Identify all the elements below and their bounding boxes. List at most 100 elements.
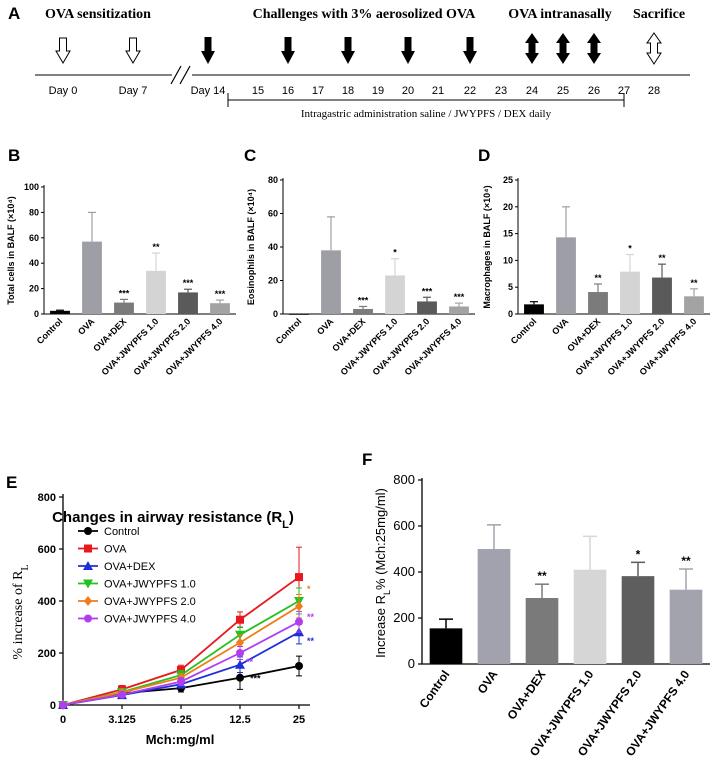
significance-label: **	[658, 253, 666, 263]
significance-label: **	[537, 569, 547, 583]
bar-ova-jwypfs-2-0	[178, 292, 198, 314]
data-point	[295, 601, 303, 612]
significance-label: ***	[358, 295, 369, 305]
category-label-ova-jwypfs-2-0: OVA+JWYPFS 2.0	[606, 316, 667, 377]
category-label-control: Control	[417, 668, 453, 711]
timeline-day-day-14: Day 14	[191, 85, 226, 97]
timeline-day-28: 28	[648, 85, 660, 97]
challenge-arrow-icon	[463, 37, 477, 64]
chart-e-ylabel: % increase of RL	[11, 564, 31, 659]
bar-ova-jwypfs-1-0	[385, 275, 405, 314]
significance-label: *	[628, 244, 632, 254]
y-tick-label: 10	[503, 255, 513, 265]
treatment-label: Intragastric administration saline / JWY…	[301, 108, 552, 120]
y-tick-label: 5	[508, 282, 513, 292]
x-tick-label: 6.25	[170, 714, 191, 726]
bar-control	[429, 628, 463, 664]
panel-label-a: A	[8, 4, 20, 23]
panel-a-timeline: A OVA sensitization Challenges with 3% a…	[8, 4, 690, 120]
y-tick-label: 60	[268, 209, 278, 219]
x-tick-label: 3.125	[108, 714, 136, 726]
bar-ova-jwypfs-4-0	[449, 306, 469, 314]
panel-label-f: F	[362, 450, 372, 469]
x-tick-label: 25	[293, 714, 305, 726]
y-tick-label: 0	[408, 656, 415, 671]
bar-ova	[477, 549, 511, 664]
chart-e-title-end: )	[289, 509, 294, 526]
category-label-control: Control	[274, 316, 304, 346]
chart-f-ylabel-subscript: L	[382, 590, 392, 595]
bar-ova	[82, 241, 102, 314]
y-tick-label: 20	[268, 276, 278, 286]
category-label-ova-jwypfs-1-0: OVA+JWYPFS 1.0	[339, 316, 400, 377]
data-point	[295, 573, 303, 582]
significance-label: *	[307, 584, 311, 594]
legend-item-ova-jwypfs-4-0: OVA+JWYPFS 4.0	[78, 614, 196, 626]
legend-item-ova-dex: OVA+DEX	[78, 561, 156, 573]
legend-marker	[84, 614, 92, 623]
legend-marker	[84, 527, 92, 535]
timeline-day-15: 15	[252, 85, 264, 97]
chart-e-airway-resistance: Changes in airway resistance (RL) % incr…	[11, 492, 315, 747]
category-label-ova-dex: OVA+DEX	[504, 668, 548, 723]
timeline-day-20: 20	[402, 85, 414, 97]
chart-e-legend: Control OVA OVA+DEX OVA+JWYPFS 1.0 OVA+JWYPF…	[78, 526, 196, 626]
legend-label: Control	[104, 526, 139, 538]
y-tick-label: 0	[273, 309, 278, 319]
y-tick-label: 60	[29, 233, 39, 243]
timeline-day-26: 26	[588, 85, 600, 97]
category-label-ova-jwypfs-1-0: OVA+JWYPFS 1.0	[574, 316, 635, 377]
bar-ova-jwypfs-2-0	[621, 576, 655, 664]
category-label-ova: OVA	[475, 667, 501, 696]
y-tick-label: 400	[393, 564, 415, 579]
y-tick-label: 0	[50, 700, 56, 712]
y-tick-label: 800	[38, 492, 56, 504]
sensitization-arrow-icon	[55, 37, 71, 64]
timeline-day-27: 27	[618, 85, 630, 97]
y-tick-label: 200	[393, 610, 415, 625]
legend-label: OVA+JWYPFS 2.0	[104, 596, 196, 608]
data-point	[236, 615, 244, 624]
panel-label-e: E	[6, 473, 17, 492]
data-point	[177, 677, 185, 686]
y-tick-label: 400	[38, 596, 56, 608]
chart-e-ylabel-subscript: L	[20, 564, 31, 570]
chart-c-eosinophils: 0 20 40 60 80 Eosinophils in BALF (×10⁴) Contr…	[246, 175, 475, 377]
bar-ova-jwypfs-4-0	[684, 296, 704, 314]
series-line-ova-jwypfs-4-0	[62, 621, 300, 706]
challenge-arrow-icon	[201, 37, 215, 64]
x-tick-label: 12.5	[229, 714, 250, 726]
significance-label: **	[594, 273, 602, 283]
y-tick-label: 20	[503, 202, 513, 212]
bar-control	[289, 314, 309, 315]
significance-label: ***	[215, 289, 226, 299]
y-tick-label: 15	[503, 229, 513, 239]
y-tick-label: 20	[29, 284, 39, 294]
category-label-ova-jwypfs-4-0: OVA+JWYPFS 4.0	[638, 316, 699, 377]
panel-label-c: C	[244, 146, 256, 165]
y-tick-label: 600	[393, 518, 415, 533]
data-point	[295, 617, 303, 626]
axis-break-mark	[179, 65, 191, 85]
y-tick-label: 0	[34, 309, 39, 319]
y-tick-label: 40	[268, 242, 278, 252]
y-tick-label: 200	[38, 648, 56, 660]
y-tick-label: 0	[508, 309, 513, 319]
legend-marker	[83, 579, 93, 589]
challenge-arrow-icon	[281, 37, 295, 64]
bar-control	[524, 304, 544, 314]
data-point	[236, 649, 244, 657]
series-ova	[59, 546, 303, 709]
legend-item-ova-jwypfs-1-0: OVA+JWYPFS 1.0	[78, 579, 196, 591]
bar-ova-jwypfs-4-0	[669, 589, 703, 664]
bar-ova-jwypfs-2-0	[652, 277, 672, 314]
legend-marker	[84, 544, 92, 553]
x-tick-label: 0	[60, 714, 66, 726]
timeline-day-16: 16	[282, 85, 294, 97]
data-point	[177, 665, 185, 674]
timeline-day-21: 21	[432, 85, 444, 97]
chart-c-ylabel: Eosinophils in BALF (×10⁴)	[246, 189, 256, 305]
intranasal-double-arrow-icon	[587, 33, 601, 64]
y-tick-label: 40	[29, 258, 39, 268]
